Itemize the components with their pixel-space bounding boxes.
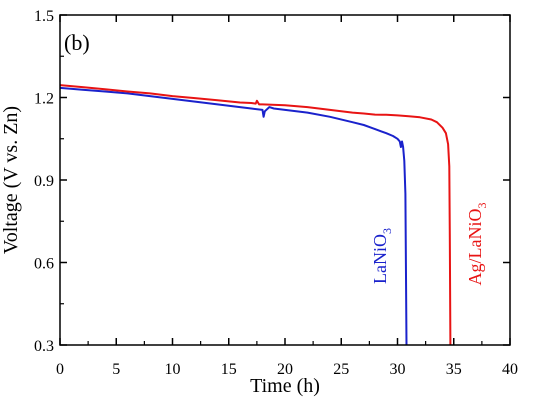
series-layer xyxy=(60,84,452,345)
x-tick-label: 10 xyxy=(165,361,181,378)
series-label-0: LaNiO3 xyxy=(370,228,394,284)
series-line-0 xyxy=(60,86,408,345)
series-label-1: Ag/LaNiO3 xyxy=(465,203,489,286)
y-tick-label: 0.9 xyxy=(34,173,54,190)
x-tick-label: 30 xyxy=(390,361,406,378)
x-tick-label: 20 xyxy=(277,361,293,378)
y-tick-label: 0.3 xyxy=(34,338,54,355)
y-tick-label: 1.5 xyxy=(34,8,54,25)
x-tick-label: 35 xyxy=(446,361,462,378)
plot-frame xyxy=(59,14,511,346)
panel-label: (b) xyxy=(64,30,90,55)
x-tick-label: 15 xyxy=(221,361,237,378)
x-tick-label: 5 xyxy=(112,361,120,378)
x-tick-label: 25 xyxy=(333,361,349,378)
x-tick-label: 0 xyxy=(56,361,64,378)
x-tick-label: 40 xyxy=(502,361,518,378)
y-tick-label: 1.2 xyxy=(34,91,54,108)
series-line-1 xyxy=(60,84,452,345)
y-tick-label: 0.6 xyxy=(34,256,54,273)
y-axis-title: Voltage (V vs. Zn) xyxy=(0,106,22,254)
x-axis-title: Time (h) xyxy=(250,375,320,397)
labels-layer: 0 5 10 15 20 25 30 35 40 0.3 0.6 0.9 1.2 1.5 LaNiO3 Ag/… xyxy=(34,8,518,378)
ticks-layer xyxy=(59,14,511,346)
